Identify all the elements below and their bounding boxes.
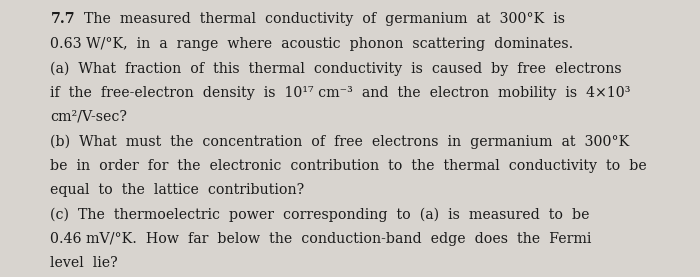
Text: (a)  What  fraction  of  this  thermal  conductivity  is  caused  by  free  elec: (a) What fraction of this thermal conduc… [50,61,622,76]
Text: (c)  The  thermoelectric  power  corresponding  to  (a)  is  measured  to  be: (c) The thermoelectric power correspondi… [50,207,590,222]
Text: if  the  free-electron  density  is  10¹⁷ cm⁻³  and  the  electron  mobility  is: if the free-electron density is 10¹⁷ cm⁻… [50,86,631,100]
Text: 0.63 W/°K,  in  a  range  where  acoustic  phonon  scattering  dominates.: 0.63 W/°K, in a range where acoustic pho… [50,37,574,51]
Text: cm²/V-sec?: cm²/V-sec? [50,110,127,124]
Text: The  measured  thermal  conductivity  of  germanium  at  300°K  is: The measured thermal conductivity of ger… [75,12,565,27]
Text: equal  to  the  lattice  contribution?: equal to the lattice contribution? [50,183,304,197]
Text: (b)  What  must  the  concentration  of  free  electrons  in  germanium  at  300: (b) What must the concentration of free … [50,134,630,149]
Text: level  lie?: level lie? [50,256,118,270]
Text: 0.46 mV/°K.  How  far  below  the  conduction-band  edge  does  the  Fermi: 0.46 mV/°K. How far below the conduction… [50,232,592,246]
Text: 7.7: 7.7 [50,12,75,27]
Text: be  in  order  for  the  electronic  contribution  to  the  thermal  conductivit: be in order for the electronic contribut… [50,159,647,173]
